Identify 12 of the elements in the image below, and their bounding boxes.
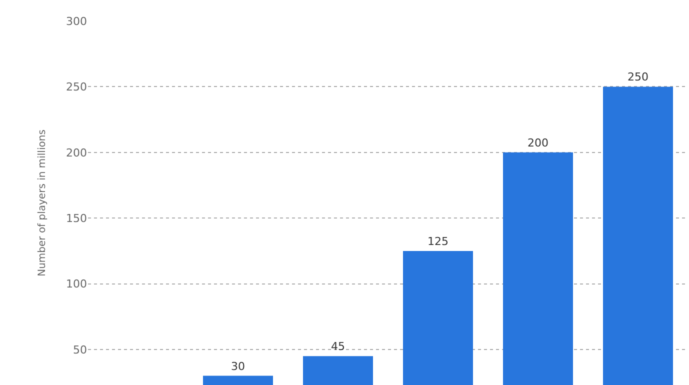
y-tick-label: 250 bbox=[66, 80, 87, 94]
data-label: 200 bbox=[528, 136, 548, 150]
y-tick-label: 100 bbox=[66, 278, 87, 291]
y-tick-label: 50 bbox=[73, 343, 87, 356]
data-label: 125 bbox=[428, 234, 448, 248]
data-label: 45 bbox=[331, 340, 345, 354]
y-tick-label: 300 bbox=[66, 14, 87, 28]
y-axis-title: Number of players in millions bbox=[37, 130, 48, 276]
data-label: 250 bbox=[628, 70, 648, 84]
y-tick-label: 150 bbox=[66, 212, 87, 225]
y-tick-label: 200 bbox=[66, 146, 87, 160]
data-label: 30 bbox=[231, 360, 245, 373]
